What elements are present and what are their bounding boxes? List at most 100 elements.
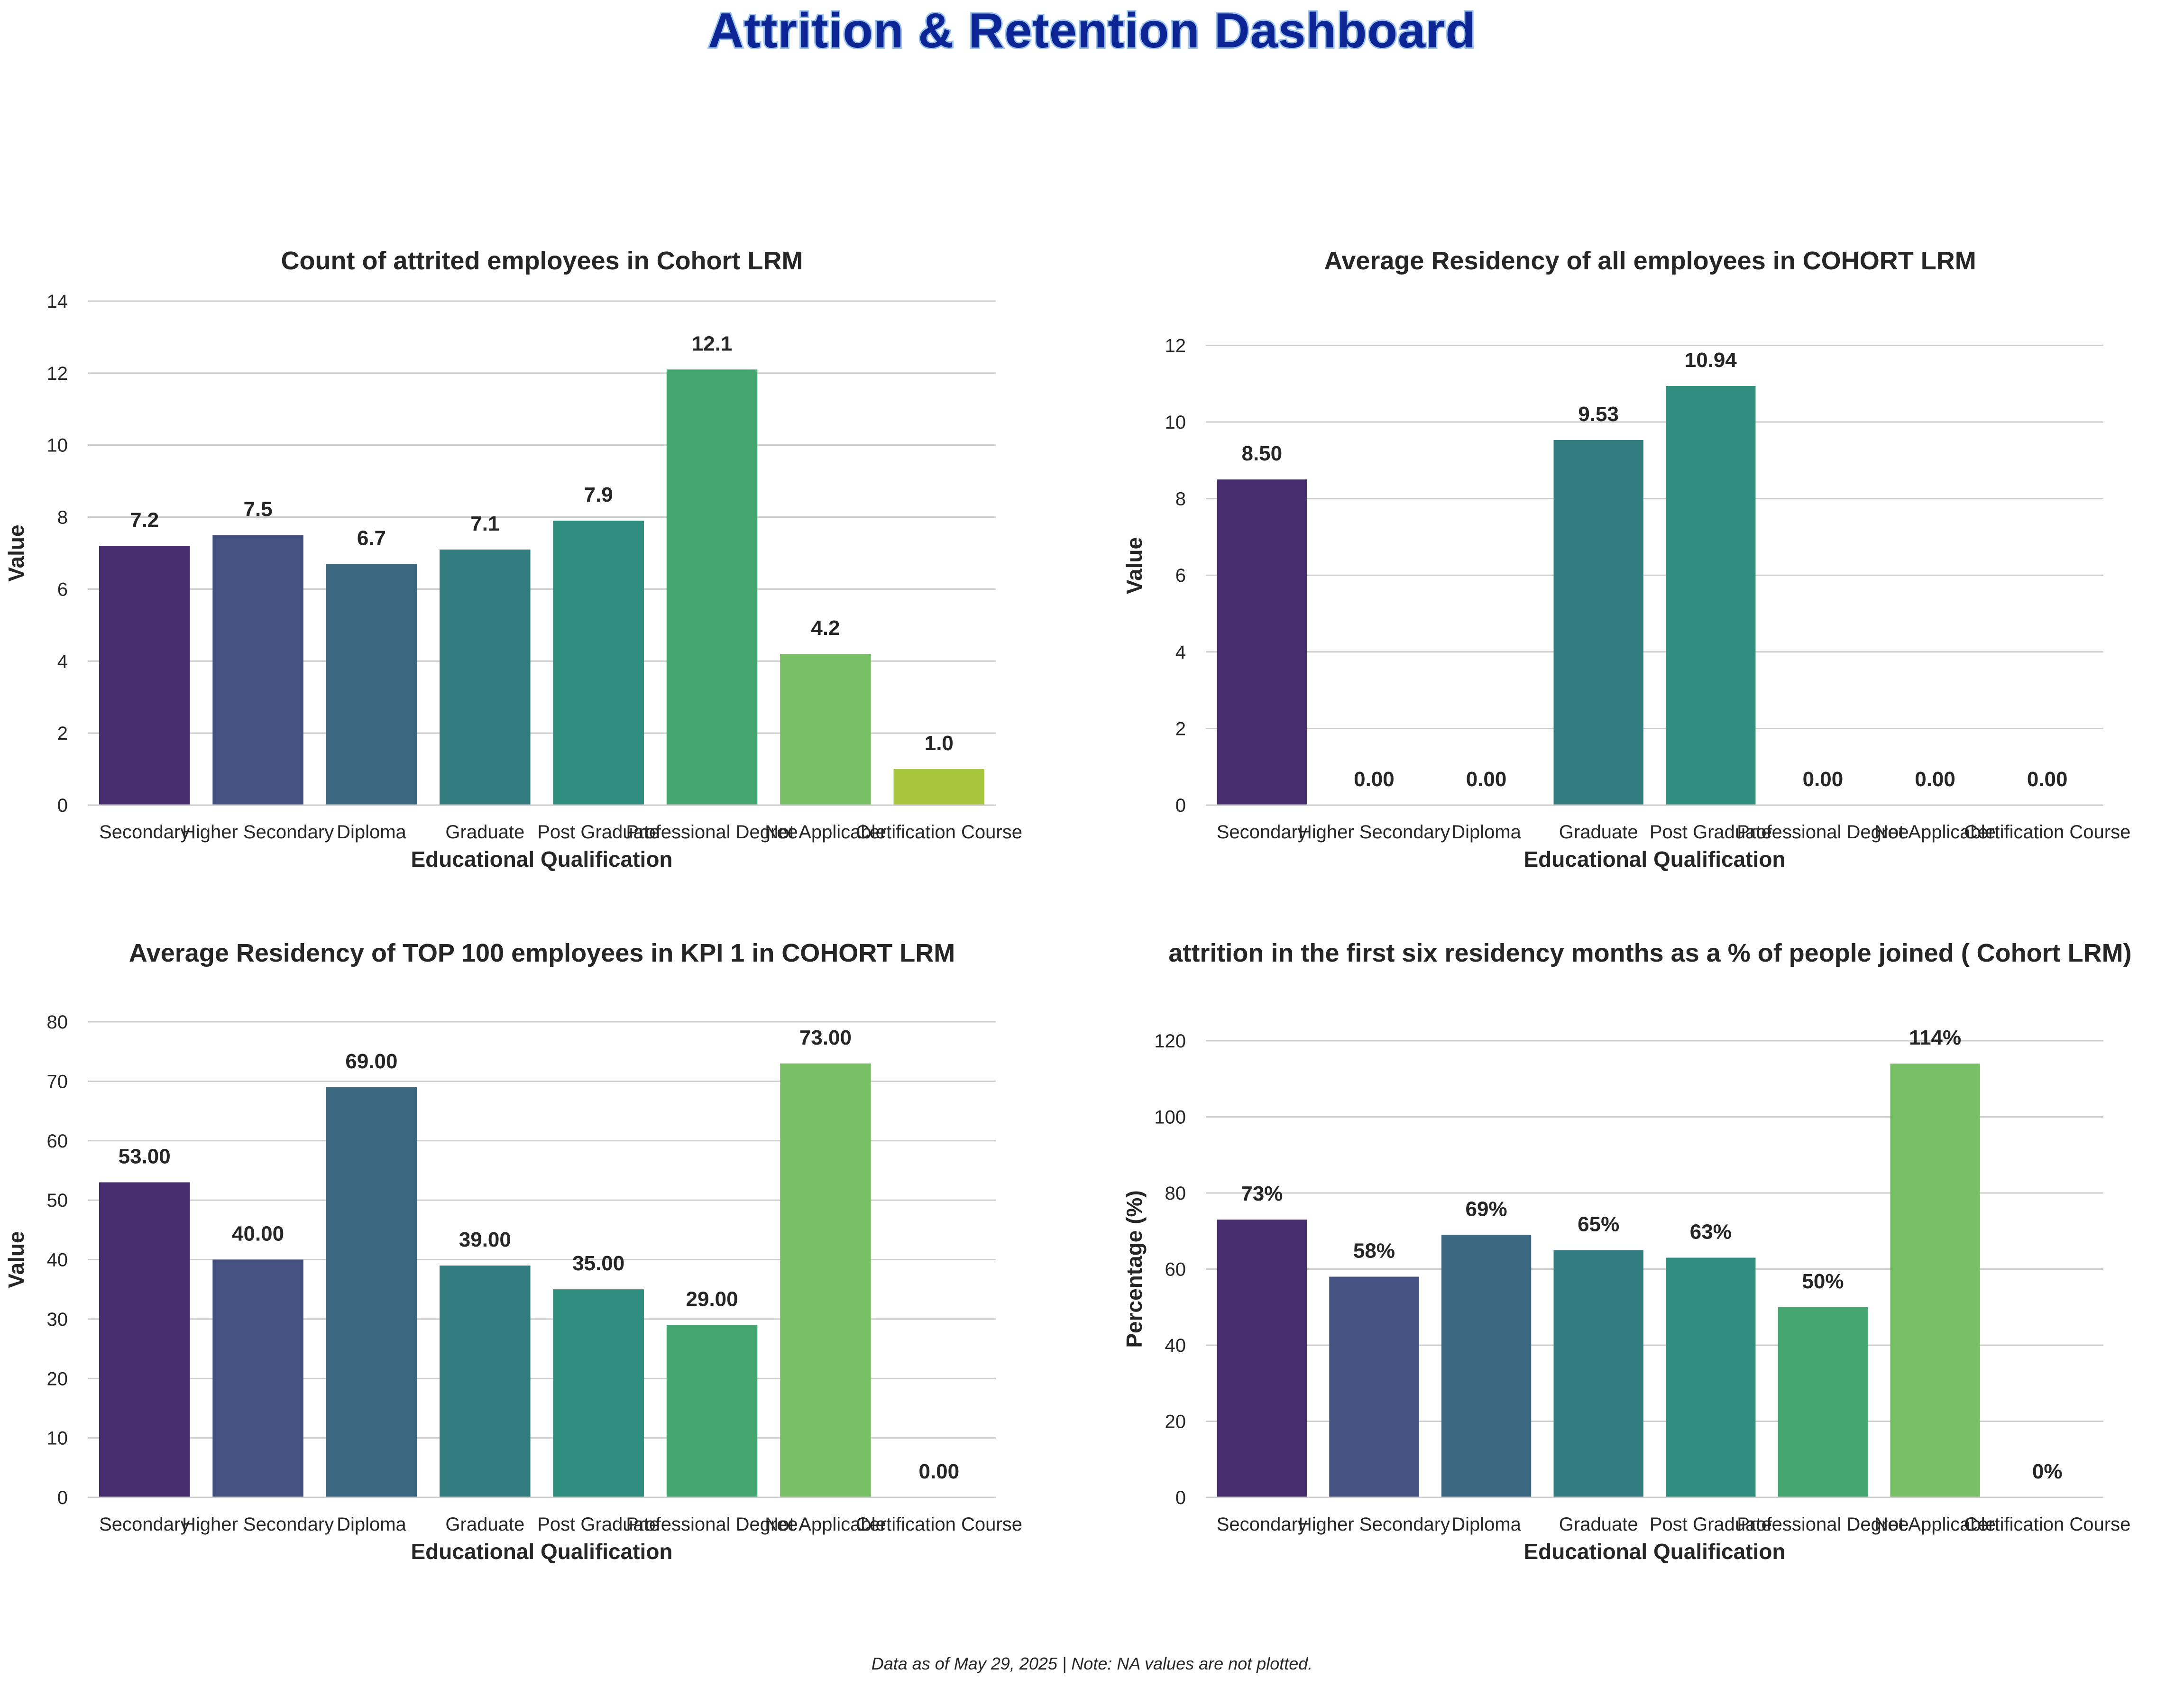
bar-value-label: 10.94 [1685,349,1737,372]
x-tick-label: Diploma [337,1514,406,1535]
bar [212,1259,303,1497]
x-tick-label: Certification Course [856,822,1022,843]
y-tick-label: 12 [1165,335,1186,356]
y-tick-label: 40 [47,1250,68,1271]
y-tick-label: 8 [57,507,68,528]
y-tick-label: 2 [1175,718,1186,739]
x-tick-label: Post Graduate [537,1514,660,1535]
x-tick-label: Not Applicable [765,822,886,843]
bar-value-label: 65% [1578,1212,1619,1236]
bar-value-label: 7.9 [584,483,613,506]
y-axis-label: Value [4,524,28,581]
y-tick-label: 10 [47,435,68,456]
y-tick-label: 100 [1154,1107,1186,1128]
bar [666,369,758,805]
y-tick-label: 50 [47,1190,68,1211]
y-tick-label: 120 [1154,1031,1186,1052]
y-tick-label: 20 [1165,1412,1186,1432]
y-tick-label: 4 [1175,642,1186,663]
bar-value-label: 8.50 [1241,442,1282,465]
x-tick-label: Post Graduate [1650,822,1772,843]
bar-value-label: 9.53 [1578,403,1619,426]
y-tick-label: 6 [57,579,68,600]
bar [1666,1257,1756,1497]
x-tick-label: Certification Course [1964,1514,2130,1535]
x-tick-label: Secondary [99,822,190,843]
bar-value-label: 7.1 [470,512,499,535]
x-tick-label: Professional Degree [1737,1514,1909,1535]
y-tick-label: 14 [47,291,68,312]
y-axis-label: Value [4,1231,28,1288]
bar-value-label: 0.00 [1915,768,1955,791]
x-tick-label: Not Applicable [765,1514,886,1535]
footnote: Data as of May 29, 2025 | Note: NA value… [871,1654,1313,1673]
x-tick-label: Certification Course [856,1514,1022,1535]
y-tick-label: 0 [1175,1487,1186,1508]
y-tick-label: 0 [57,1487,68,1508]
bar [1666,386,1756,805]
bar [1553,1250,1643,1497]
y-tick-label: 4 [57,651,68,672]
x-tick-label: Graduate [1559,822,1638,843]
bar-value-label: 0.00 [2027,768,2068,791]
x-axis-label: Educational Qualification [411,847,672,872]
bar-value-label: 29.00 [686,1287,738,1311]
x-tick-label: Post Graduate [1650,1514,1772,1535]
x-tick-label: Professional Degree [1737,822,1909,843]
y-tick-label: 80 [1165,1183,1186,1204]
bar [1329,1276,1419,1497]
chart-title: attrition in the first six residency mon… [1168,939,2131,967]
dashboard-title: Attrition & Retention Dashboard [707,2,1477,60]
x-tick-label: Not Applicable [1874,1514,1996,1535]
chart-title: Average Residency of all employees in CO… [1324,247,1976,275]
bar [1217,1220,1307,1497]
chart-attrited-count: Count of attrited employees in Cohort LR… [4,247,1022,872]
chart-six-month-attrition-pct: attrition in the first six residency mon… [1122,939,2132,1564]
bar-value-label: 69.00 [345,1050,397,1073]
bar [1217,479,1307,805]
x-tick-label: Secondary [1217,1514,1307,1535]
y-tick-label: 2 [57,723,68,744]
bar [1553,440,1643,805]
x-tick-label: Diploma [337,822,406,843]
bar-value-label: 0.00 [918,1460,959,1483]
bar [440,549,531,805]
chart-title: Average Residency of TOP 100 employees i… [129,939,955,967]
chart-avg-residency-all: Average Residency of all employees in CO… [1122,247,2130,872]
bar [1441,1235,1532,1497]
x-tick-label: Graduate [445,822,524,843]
bar [326,1087,417,1497]
bar-value-label: 1.0 [925,732,954,755]
y-axis-label: Percentage (%) [1122,1190,1147,1348]
x-tick-label: Professional Degree [626,822,798,843]
bar-value-label: 35.00 [572,1252,624,1275]
bar-value-label: 73.00 [799,1026,852,1049]
x-tick-label: Higher Secondary [1298,1514,1450,1535]
bar-value-label: 0.00 [1354,768,1395,791]
bar [326,564,417,805]
x-tick-label: Higher Secondary [182,1514,334,1535]
x-tick-label: Higher Secondary [182,822,334,843]
bar-value-label: 39.00 [459,1228,511,1251]
x-tick-label: Graduate [445,1514,524,1535]
y-tick-label: 60 [47,1131,68,1152]
x-tick-label: Diploma [1451,1514,1521,1535]
y-tick-label: 70 [47,1071,68,1092]
y-tick-label: 10 [1165,412,1186,433]
bar-value-label: 40.00 [232,1222,284,1246]
bar-value-label: 0.00 [1466,768,1507,791]
x-tick-label: Professional Degree [626,1514,798,1535]
x-tick-label: Higher Secondary [1298,822,1450,843]
bar-value-label: 63% [1690,1220,1732,1243]
y-tick-label: 0 [1175,795,1186,816]
x-tick-label: Graduate [1559,1514,1638,1535]
bar [1778,1307,1868,1497]
bar-value-label: 7.5 [243,498,272,521]
x-axis-label: Educational Qualification [1523,847,1785,872]
x-axis-label: Educational Qualification [411,1539,672,1564]
bar-value-label: 6.7 [357,526,386,550]
bar-value-label: 7.2 [130,508,159,532]
x-tick-label: Certification Course [1964,822,2130,843]
x-tick-label: Secondary [1217,822,1307,843]
chart-avg-residency-top100: Average Residency of TOP 100 employees i… [4,939,1022,1564]
